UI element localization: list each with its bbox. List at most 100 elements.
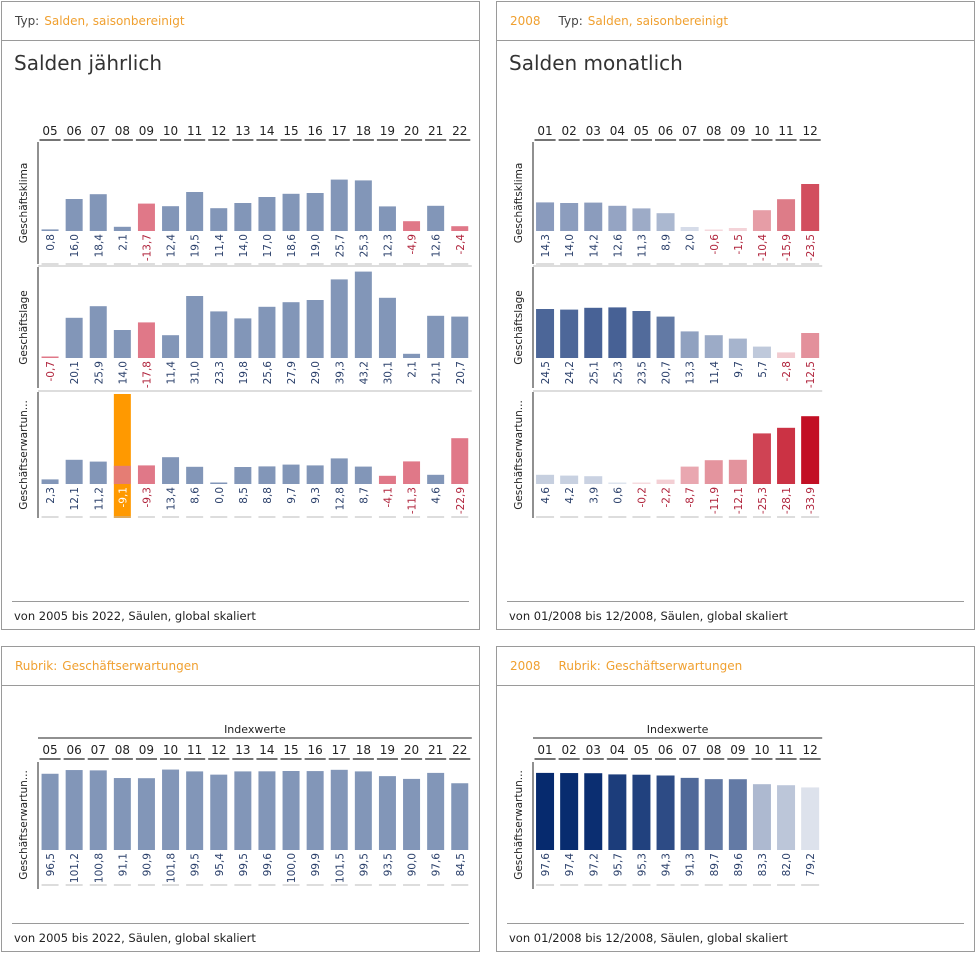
category-label-18: 18: [356, 743, 371, 757]
type-selector[interactable]: Salden, saisonbereinigt: [587, 14, 729, 28]
value-label-2-14: 8,8: [262, 487, 274, 504]
bar-15: [282, 771, 300, 850]
rubric-label: Rubrik:: [558, 659, 601, 673]
category-label-09: 09: [139, 124, 154, 138]
rubric-selector[interactable]: Geschäftserwartungen: [605, 659, 743, 673]
category-label-07: 07: [682, 743, 697, 757]
value-label-0-06: 16,0: [69, 234, 81, 257]
bar-1-15: [282, 302, 300, 358]
category-label-02: 02: [562, 124, 577, 138]
value-label-16: 99,9: [310, 853, 322, 876]
category-label-13: 13: [235, 124, 250, 138]
bar-0-09: [728, 228, 747, 231]
value-label-0-08: 2,1: [117, 234, 129, 251]
value-label-2-02: 4,2: [564, 487, 576, 504]
row-label-1: Geschäftslage: [18, 290, 30, 365]
category-label-06: 06: [658, 124, 673, 138]
bar-1-20: [403, 353, 421, 358]
bar-2-02: [560, 475, 579, 484]
value-label-0-14: 17,0: [262, 234, 274, 257]
value-label-2-01: 4,6: [540, 487, 552, 504]
year-selector[interactable]: 2008: [510, 14, 541, 28]
value-label-2-08: -11,9: [709, 487, 721, 514]
panel-footer: von 01/2008 bis 12/2008, Säulen, global …: [507, 923, 964, 951]
value-label-01: 97,6: [540, 853, 552, 877]
value-label-06: 101,2: [69, 853, 81, 883]
category-label-19: 19: [380, 124, 395, 138]
bar-2-12: [801, 416, 820, 484]
annual-index-chart: Indexwerte 05 06 07 08 09 10 11 12 13 14 15 16 17 18 19…: [18, 723, 472, 889]
bar-0-16: [306, 193, 324, 231]
bar-1-16: [306, 300, 324, 358]
value-label-2-16: 9,3: [310, 487, 322, 504]
category-label-04: 04: [610, 743, 625, 757]
value-label-2-13: 8,5: [238, 487, 250, 504]
bar-2-08: [704, 460, 723, 484]
type-selector[interactable]: Salden, saisonbereinigt: [44, 14, 185, 28]
value-label-0-04: 12,6: [612, 234, 624, 258]
bar-2-10: [162, 457, 180, 484]
filter-bar: 2008 Rubrik: Geschäftserwartungen: [497, 647, 974, 686]
value-label-0-10: 12,4: [166, 234, 178, 258]
value-label-22: 84,5: [455, 853, 467, 876]
bar-0-17: [330, 179, 348, 231]
bar-0-20: [403, 221, 421, 231]
rubric-label: Rubrik:: [15, 659, 58, 673]
bar-0-18: [354, 180, 372, 231]
annual-balances-panel: Typ: Salden, saisonbereinigt Salden jährl…: [1, 1, 480, 630]
year-selector[interactable]: 2008: [510, 659, 541, 673]
bar-1-06: [656, 316, 675, 358]
value-label-0-06: 8,9: [661, 234, 673, 251]
category-label-06: 06: [67, 124, 82, 138]
bar-1-06: [65, 317, 83, 358]
row-label-0: Geschäftsklima: [513, 163, 525, 244]
rubric-selector[interactable]: Geschäftserwartungen: [62, 659, 199, 673]
category-label-07: 07: [682, 124, 697, 138]
value-label-1-08: 14,0: [117, 361, 129, 384]
filter-bar: Rubrik: Geschäftserwartungen: [2, 647, 479, 686]
value-label-2-03: 3,9: [588, 487, 600, 504]
category-label-12: 12: [803, 743, 818, 757]
bar-11: [186, 771, 204, 850]
value-label-1-03: 25,1: [588, 361, 600, 384]
bar-20: [403, 778, 421, 850]
bar-0-08: [113, 226, 131, 231]
value-label-2-06: 12,1: [69, 487, 81, 510]
bar-0-10: [162, 206, 180, 231]
value-label-2-04: 0,6: [612, 487, 624, 504]
category-label-16: 16: [308, 743, 323, 757]
bar-0-12: [210, 208, 228, 231]
value-label-19: 93,5: [382, 853, 394, 876]
category-label-15: 15: [283, 743, 298, 757]
value-label-2-06: -2,2: [661, 487, 673, 508]
bar-2-20: [403, 461, 421, 484]
value-label-0-02: 14,0: [564, 234, 576, 257]
value-label-0-05: 0,8: [45, 234, 57, 251]
category-label-11: 11: [778, 124, 793, 138]
value-label-2-17: 12,8: [334, 487, 346, 510]
category-label-12: 12: [211, 124, 226, 138]
bar-1-07: [680, 331, 699, 358]
value-label-0-05: 11,3: [636, 234, 648, 257]
bar-2-14: [258, 466, 276, 484]
category-label-10: 10: [754, 743, 769, 757]
bar-0-04: [608, 205, 627, 231]
value-label-1-06: 20,1: [69, 361, 81, 384]
bar-2-08: [113, 465, 131, 484]
value-label-1-19: 30,1: [382, 361, 394, 384]
value-label-0-07: 2,0: [685, 234, 697, 251]
value-label-13: 99,5: [238, 853, 250, 876]
category-label-09: 09: [730, 743, 745, 757]
value-label-11: 82,0: [781, 853, 793, 876]
value-label-2-05: -0,2: [636, 487, 648, 508]
bar-1-12: [801, 333, 820, 358]
annual-balances-chart: 05 06 07 08 09 10 11 12 13 14 15 16 17 18 19 20 21 22 Gesc…: [18, 124, 472, 518]
value-label-08: 91,1: [117, 853, 129, 876]
bar-2-11: [777, 427, 796, 484]
value-label-1-01: 24,5: [540, 361, 552, 384]
bar-1-19: [378, 297, 396, 358]
category-label-21: 21: [428, 743, 443, 757]
bar-1-10: [752, 346, 771, 358]
category-label-02: 02: [562, 743, 577, 757]
bar-18: [354, 771, 372, 850]
